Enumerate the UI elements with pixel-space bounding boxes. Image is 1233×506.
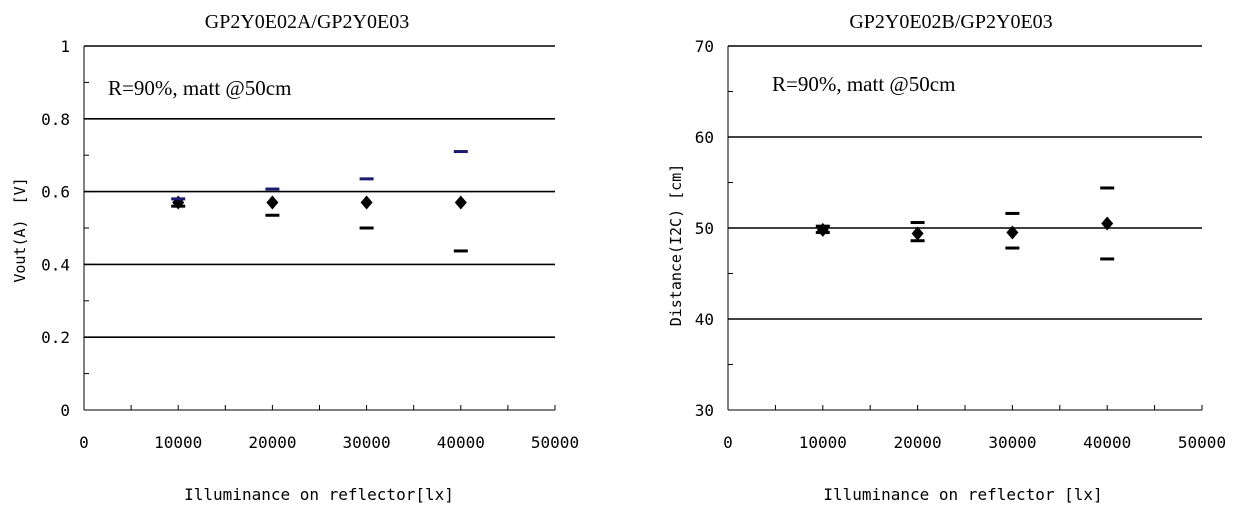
data-point-dash	[265, 187, 280, 191]
y-tick-labels: 0 0.2 0.4 0.6 0.8 1	[41, 37, 70, 420]
x-axis-label: Illuminance on reflector[lx]	[184, 485, 454, 504]
data-point-dash	[1100, 186, 1115, 190]
data-point-dash	[1100, 257, 1115, 261]
y-tick-label: 40	[695, 310, 714, 329]
axes	[727, 45, 1203, 411]
x-tick-label: 10000	[799, 433, 847, 452]
data-point-diamond	[360, 195, 373, 210]
data-point-diamond	[454, 195, 467, 210]
chart-annotation: R=90%, matt @50cm	[108, 76, 291, 100]
chart-annotation: R=90%, matt @50cm	[772, 72, 955, 96]
data-point-dash	[1005, 246, 1020, 250]
data-marks	[815, 186, 1115, 261]
x-tick-label: 20000	[894, 433, 942, 452]
gridlines	[84, 45, 555, 339]
data-point-diamond	[1101, 216, 1114, 231]
x-tick-labels: 0 10000 20000 30000 40000 50000	[723, 433, 1226, 452]
x-tick-label: 50000	[531, 433, 579, 452]
x-axis-label: Illuminance on reflector [lx]	[823, 485, 1102, 504]
x-tick-label: 20000	[248, 433, 296, 452]
y-tick-labels: 30 40 50 60 70	[695, 37, 714, 420]
x-tick-label: 40000	[1083, 433, 1131, 452]
y-axis-label: Vout(A) [V]	[11, 177, 29, 282]
chart-title: GP2Y0E02A/GP2Y0E03	[205, 11, 409, 33]
data-point-diamond	[911, 226, 924, 241]
y-tick-label: 1	[60, 37, 70, 56]
x-tick-label: 30000	[988, 433, 1036, 452]
y-tick-label: 60	[695, 128, 714, 147]
x-tick-label: 10000	[154, 433, 202, 452]
x-tick-label: 0	[79, 433, 89, 452]
y-tick-label: 0.4	[41, 255, 70, 274]
data-point-dash	[171, 204, 186, 208]
data-point-dash	[359, 226, 374, 230]
x-tick-label: 50000	[1178, 433, 1226, 452]
data-point-dash	[359, 177, 374, 181]
data-marks	[171, 150, 468, 253]
data-point-dash	[453, 150, 468, 154]
data-point-diamond	[1006, 225, 1019, 240]
data-point-dash	[1005, 211, 1020, 215]
x-tick-label: 30000	[343, 433, 391, 452]
data-point-dash	[910, 221, 925, 225]
chart-left: GP2Y0E02A/GP2Y0E03 R=90%, matt @50cm Vou…	[11, 11, 579, 504]
y-axis-label: Distance(I2C) [cm]	[667, 164, 685, 327]
y-tick-label: 0	[60, 401, 70, 420]
data-point-dash	[815, 231, 830, 235]
chart-title: GP2Y0E02B/GP2Y0E03	[849, 11, 1052, 33]
y-tick-label: 30	[695, 401, 714, 420]
x-tick-label: 40000	[437, 433, 485, 452]
data-point-dash	[815, 224, 830, 228]
axes	[83, 45, 556, 411]
y-tick-label: 70	[695, 37, 714, 56]
x-tick-labels: 0 10000 20000 30000 40000 50000	[79, 433, 579, 452]
data-point-dash	[265, 213, 280, 217]
chart-right: GP2Y0E02B/GP2Y0E03 R=90%, matt @50cm Dis…	[667, 11, 1226, 504]
data-point-dash	[171, 197, 186, 201]
y-tick-label: 0.2	[41, 328, 70, 347]
x-tick-label: 0	[723, 433, 733, 452]
y-tick-label: 0.8	[41, 110, 70, 129]
data-point-diamond	[266, 195, 279, 210]
gridlines	[728, 45, 1202, 320]
data-point-dash	[453, 249, 468, 253]
data-point-dash	[910, 239, 925, 243]
y-tick-label: 50	[695, 219, 714, 238]
y-tick-label: 0.6	[41, 183, 70, 202]
